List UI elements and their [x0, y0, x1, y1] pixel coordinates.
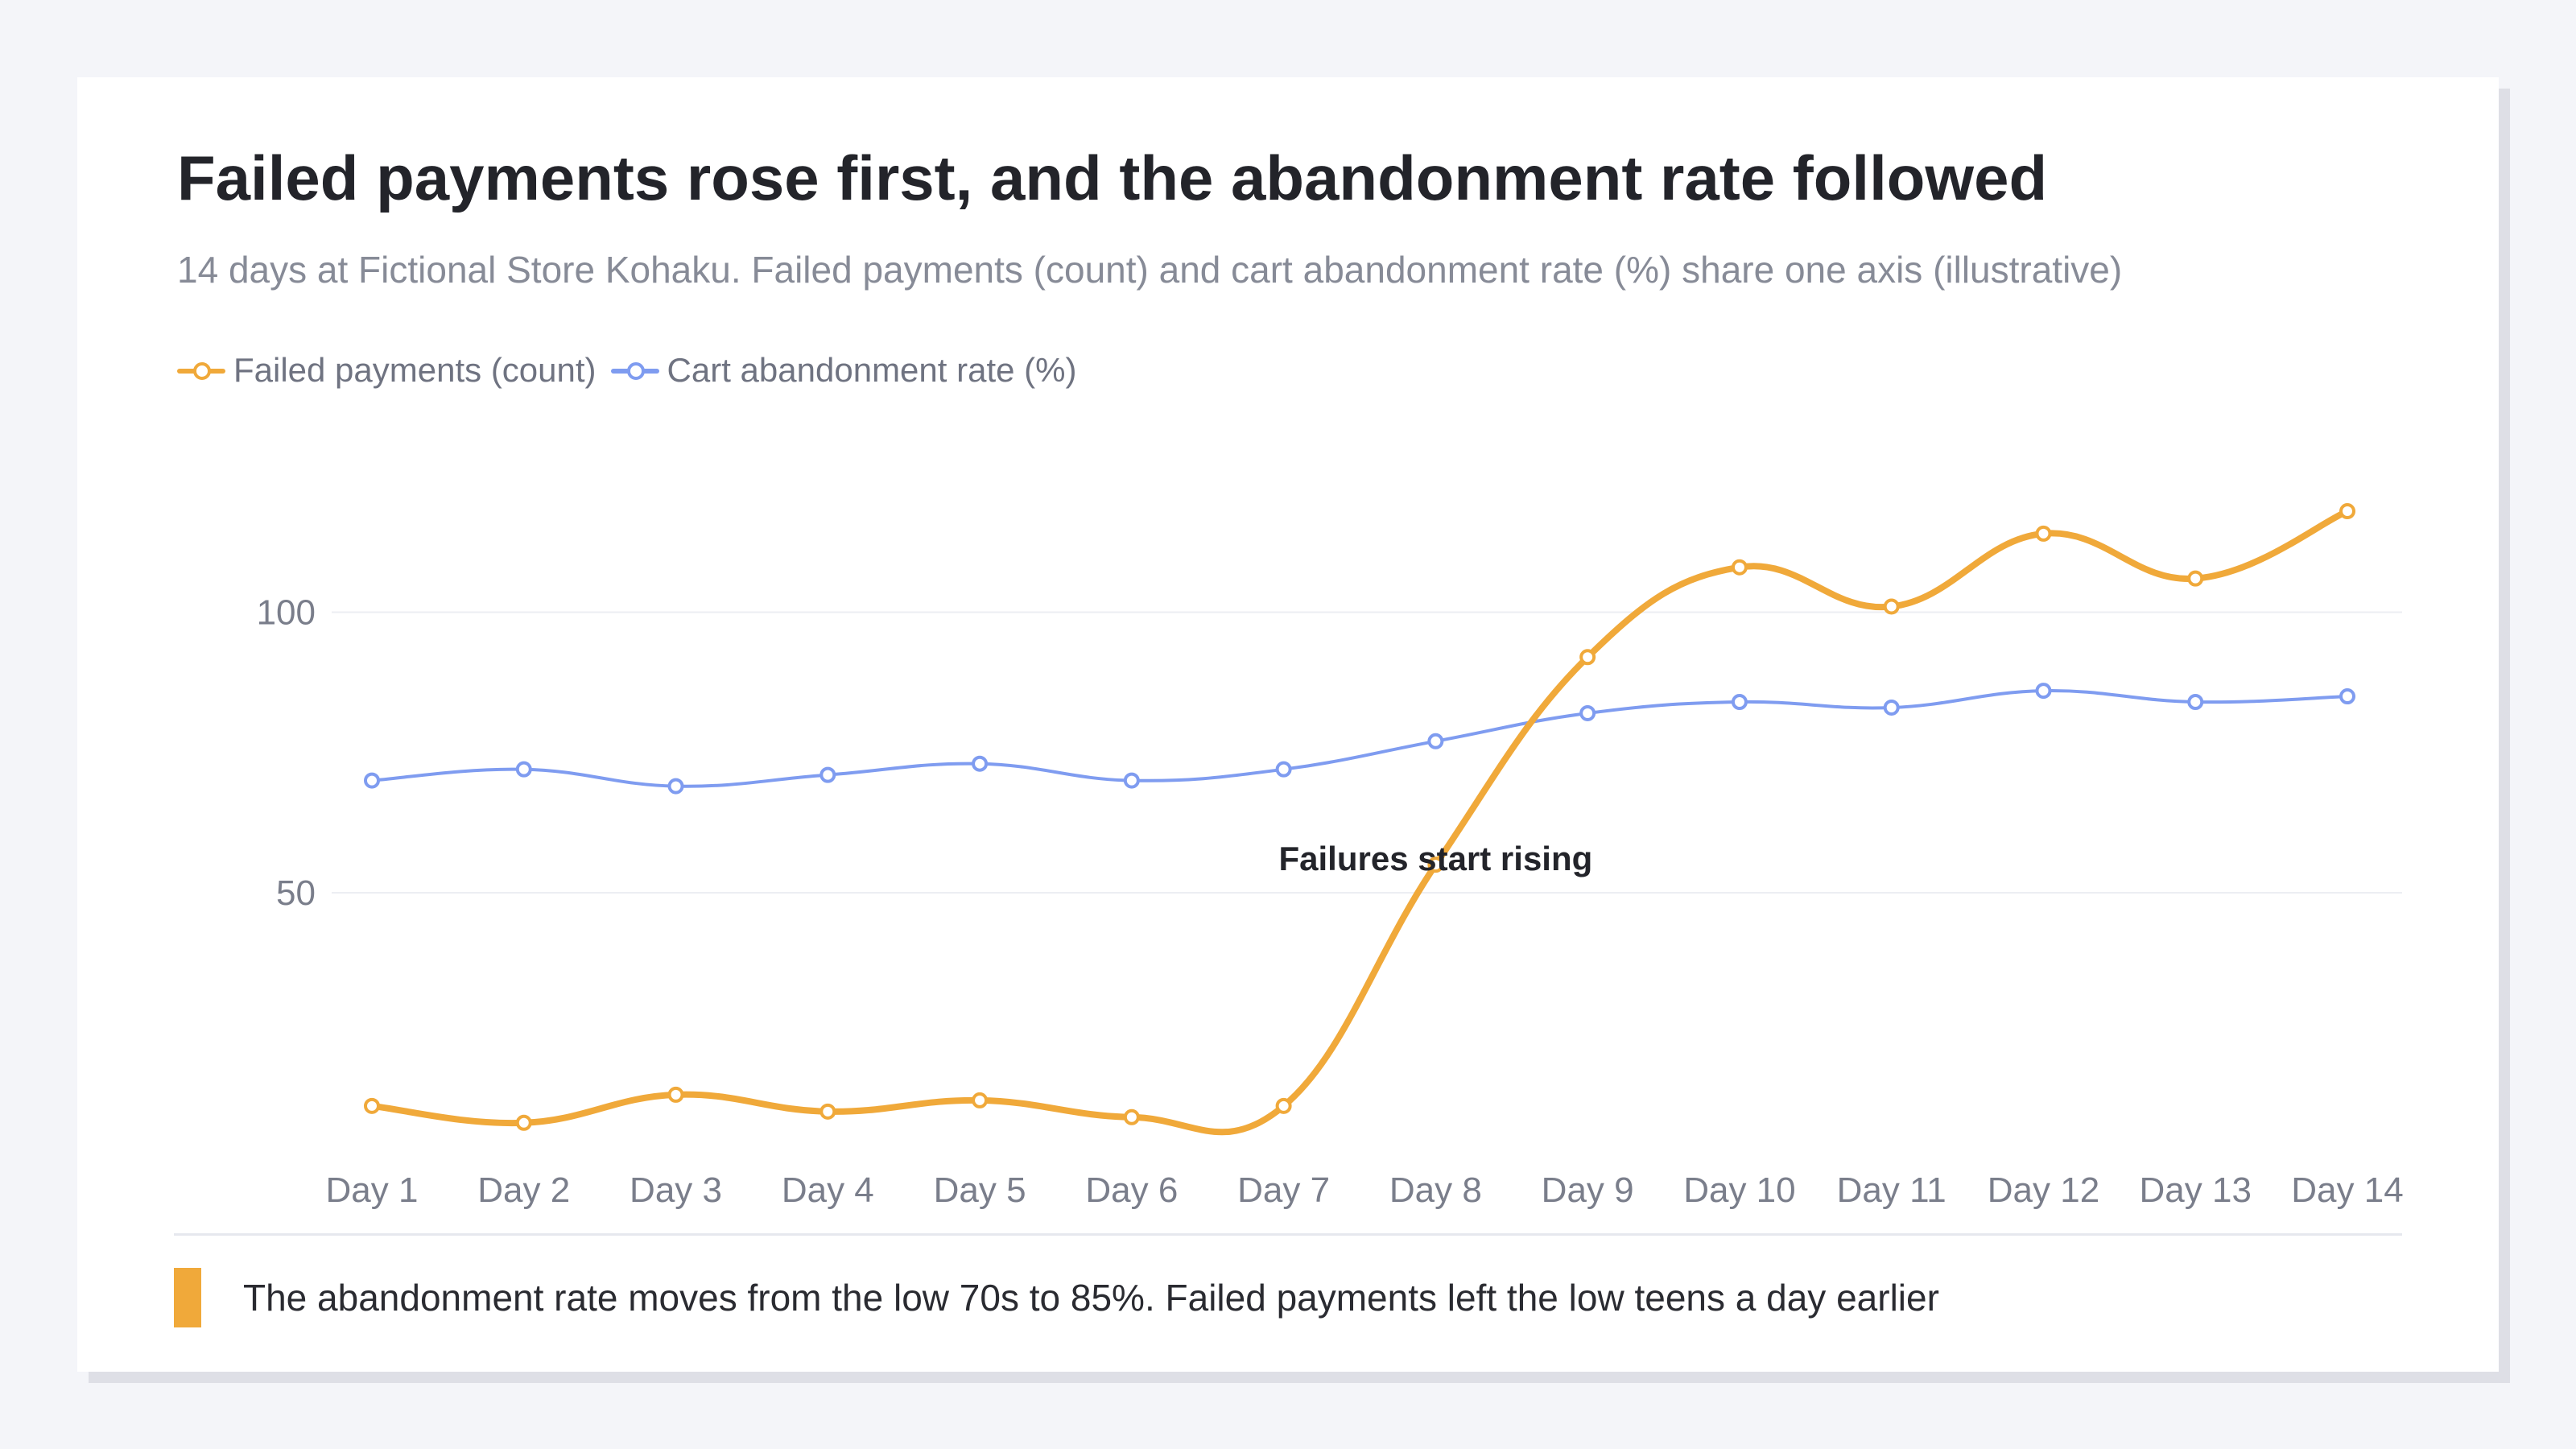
x-tick-label-3: Day 3 — [630, 1170, 722, 1210]
x-tick-label-13: Day 13 — [2140, 1170, 2252, 1210]
note-text: The abandonment rate moves from the low … — [243, 1277, 1939, 1319]
x-tick-label-10: Day 10 — [1683, 1170, 1795, 1210]
series-line-abandon — [370, 689, 2349, 788]
x-tick-label-2: Day 2 — [477, 1170, 570, 1210]
legend-item-failed[interactable]: Failed payments (count) — [177, 351, 597, 390]
y-tick-label-50: 50 — [276, 873, 316, 913]
point-failed-day-4 — [819, 1103, 836, 1120]
x-tick-label-6: Day 6 — [1085, 1170, 1178, 1210]
annotation-label: Failures start rising — [1278, 840, 1592, 877]
x-tick-label-12: Day 12 — [1988, 1170, 2099, 1210]
point-abandon-day-3 — [667, 778, 684, 795]
chart-card: Failed payments rose first, and the aban… — [77, 77, 2499, 1372]
point-abandon-day-5 — [972, 755, 989, 772]
point-failed-day-7 — [1275, 1097, 1292, 1114]
chart-title: Failed payments rose first, and the aban… — [177, 142, 2048, 213]
x-tick-label-5: Day 5 — [934, 1170, 1026, 1210]
point-abandon-day-14 — [2339, 688, 2355, 705]
legend-item-abandon[interactable]: Cart abandonment rate (%) — [610, 351, 1077, 390]
x-tick-label-1: Day 1 — [326, 1170, 419, 1210]
point-failed-day-5 — [972, 1092, 989, 1108]
point-failed-day-8 — [1427, 857, 1444, 873]
point-failed-day-9 — [1579, 649, 1596, 666]
point-failed-day-6 — [1123, 1108, 1140, 1125]
chart-subtitle: 14 days at Fictional Store Kohaku. Faile… — [177, 249, 2123, 291]
line-chart: 50 100 Day 1 Day 2 Day 3 Day 4 Day 5 Day 6 Day 7… — [257, 503, 2404, 1210]
point-failed-day-1 — [364, 1097, 380, 1114]
point-abandon-day-8 — [1427, 733, 1444, 749]
point-abandon-day-4 — [819, 766, 836, 783]
legend-dot-abandon — [626, 362, 645, 380]
point-failed-day-3 — [667, 1086, 684, 1103]
point-abandon-day-13 — [2187, 694, 2204, 711]
legend: Failed payments (count) Cart abandonment… — [177, 346, 1076, 394]
point-failed-day-12 — [2035, 525, 2052, 542]
legend-label-failed: Failed payments (count) — [233, 351, 597, 389]
point-abandon-day-12 — [2035, 683, 2052, 700]
point-abandon-day-1 — [364, 772, 380, 789]
x-tick-label-4: Day 4 — [782, 1170, 874, 1210]
footer-divider — [174, 1233, 2402, 1236]
note-marker — [174, 1268, 201, 1327]
point-abandon-day-9 — [1579, 704, 1596, 721]
point-abandon-day-10 — [1731, 694, 1748, 711]
y-tick-label-100: 100 — [257, 593, 316, 633]
point-abandon-day-11 — [1883, 699, 1900, 716]
point-abandon-day-2 — [515, 761, 532, 778]
series-line-failed — [369, 508, 2351, 1136]
x-tick-label-7: Day 7 — [1237, 1170, 1330, 1210]
point-abandon-day-7 — [1275, 761, 1292, 778]
point-abandon-day-6 — [1123, 772, 1140, 789]
legend-label-abandon: Cart abandonment rate (%) — [667, 351, 1077, 389]
point-failed-day-13 — [2187, 570, 2204, 587]
point-failed-day-11 — [1883, 598, 1900, 615]
point-failed-day-2 — [515, 1114, 532, 1131]
legend-swatch-abandon — [610, 358, 659, 382]
x-tick-label-8: Day 8 — [1389, 1170, 1482, 1210]
legend-dot-failed — [193, 362, 211, 380]
x-tick-label-9: Day 9 — [1542, 1170, 1634, 1210]
x-tick-label-14: Day 14 — [2291, 1170, 2403, 1210]
legend-swatch-failed — [177, 358, 225, 382]
point-failed-day-14 — [2339, 503, 2355, 520]
point-failed-day-10 — [1731, 559, 1748, 576]
x-tick-label-11: Day 11 — [1837, 1170, 1946, 1210]
takeaway-note: The abandonment rate moves from the low … — [174, 1267, 1939, 1328]
